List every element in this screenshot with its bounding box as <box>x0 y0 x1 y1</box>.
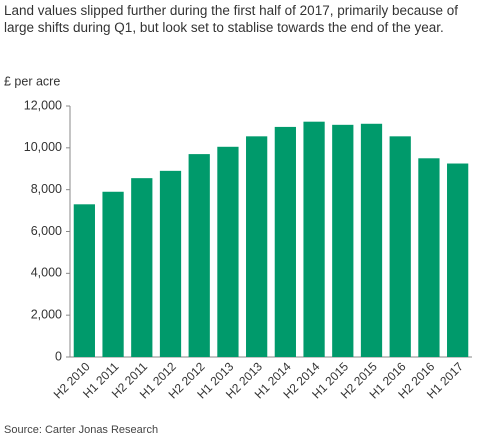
bar <box>332 124 354 357</box>
bar <box>246 136 268 357</box>
source-note: Source: Carter Jonas Research <box>4 424 159 436</box>
bar <box>447 163 469 357</box>
y-tick-label: 8,000 <box>31 182 62 196</box>
bar <box>159 170 182 357</box>
y-tick-label: 0 <box>55 349 62 363</box>
bar <box>360 123 383 357</box>
chart-title: Land values slipped further during the f… <box>4 3 459 35</box>
bar <box>274 126 296 358</box>
bar <box>217 146 239 357</box>
bar <box>303 121 325 357</box>
y-tick-label: 12,000 <box>24 98 62 112</box>
y-tick-label: 4,000 <box>31 266 62 280</box>
y-tick-label: 6,000 <box>31 224 62 238</box>
bar <box>131 178 153 357</box>
bar <box>389 136 411 357</box>
bar <box>418 158 440 357</box>
y-tick-label: 10,000 <box>24 140 62 154</box>
bar <box>102 191 124 357</box>
y-tick-label: 2,000 <box>31 307 62 321</box>
y-axis-label: £ per acre <box>4 74 60 88</box>
bar <box>73 204 95 357</box>
bar <box>188 154 210 357</box>
